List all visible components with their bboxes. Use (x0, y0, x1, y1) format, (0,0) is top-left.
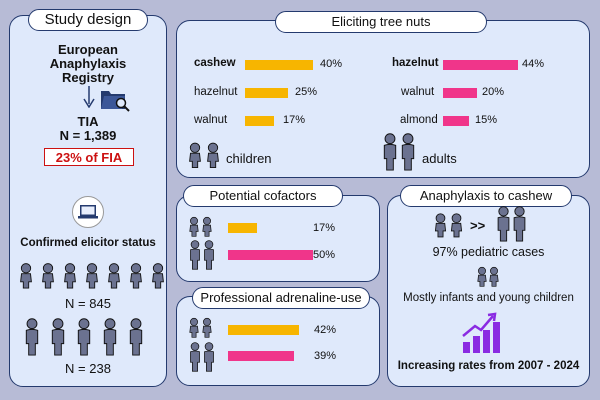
fia-share-badge: 23% of FIA (44, 148, 134, 166)
value-label: 44% (522, 58, 545, 70)
bar-adrenaline-children (228, 325, 300, 335)
nut-label: cashew (194, 57, 236, 69)
adrenaline-panel (176, 296, 380, 386)
value-label: 42% (314, 324, 337, 336)
adult-icon (126, 318, 146, 356)
nut-label: almond (400, 114, 438, 126)
registry-line-1: European (58, 42, 118, 57)
bar-adults-almond (443, 116, 469, 126)
nut-label: hazelnut (392, 57, 439, 69)
child-icon (127, 262, 145, 289)
value-label: 39% (314, 350, 337, 362)
children-count: N = 845 (65, 296, 111, 311)
child-icon (83, 262, 101, 289)
child-icon (448, 212, 465, 238)
value-label: 20% (482, 86, 505, 98)
confirmed-elicitor-label: Confirmed elicitor status (20, 237, 156, 249)
cofactors-title: Potential cofactors (183, 185, 343, 207)
bar-adults-hazelnut (443, 60, 518, 70)
adult-icon (201, 342, 217, 372)
child-icon (187, 317, 201, 338)
child-icon (105, 262, 123, 289)
registry-line-3: Registry (61, 70, 115, 85)
adult-icon (201, 240, 217, 270)
tia-label: TIA (77, 114, 99, 129)
adults-legend: adults (422, 151, 457, 166)
child-icon (17, 262, 35, 289)
cashew-title: Anaphylaxis to cashew (400, 185, 572, 207)
cashew-panel (387, 195, 590, 387)
bar-adults-walnut (443, 88, 477, 98)
child-icon (487, 266, 501, 287)
nut-label: hazelnut (194, 86, 238, 98)
bar-children-cashew (245, 60, 313, 70)
tia-count: N = 1,389 (59, 128, 117, 143)
increasing-rates-text: Increasing rates from 2007 - 2024 (397, 360, 580, 372)
pediatric-cases-text: 97% pediatric cases (432, 245, 545, 259)
adult-icon (510, 206, 529, 242)
bar-cofactor-children (228, 223, 257, 233)
rising-bar-chart-icon (462, 312, 500, 353)
value-label: 15% (475, 114, 498, 126)
adult-icon (74, 318, 94, 356)
value-label: 17% (283, 114, 306, 126)
tree-nuts-panel (176, 20, 590, 178)
child-icon (39, 262, 57, 289)
value-label: 25% (295, 86, 318, 98)
adult-icon (22, 318, 42, 356)
value-label: 17% (313, 222, 336, 234)
bar-adrenaline-adults (228, 351, 295, 361)
folder-search-icon (101, 91, 130, 112)
adults-count: N = 238 (65, 361, 111, 376)
adult-icon (380, 133, 400, 171)
tree-nuts-title: Eliciting tree nuts (275, 11, 487, 33)
study-design-title: Study design (28, 9, 148, 31)
child-icon (186, 141, 204, 169)
adult-icon (100, 318, 120, 356)
bar-children-walnut (245, 116, 274, 126)
nut-label: walnut (401, 86, 435, 98)
adult-icon (398, 133, 418, 171)
child-icon (200, 317, 214, 338)
adrenaline-title: Professional adrenaline-use (192, 287, 370, 309)
children-legend: children (226, 151, 272, 166)
child-icon (149, 262, 167, 289)
child-icon (61, 262, 79, 289)
value-label: 50% (313, 249, 336, 261)
bar-children-hazelnut (245, 88, 288, 98)
value-label: 40% (320, 58, 343, 70)
child-icon (187, 216, 201, 237)
nut-label: walnut (194, 114, 228, 126)
child-icon (432, 212, 449, 238)
greater-than-sign: >> (470, 218, 486, 233)
child-icon (204, 141, 222, 169)
laptop-icon (72, 196, 104, 228)
bar-cofactor-adults (228, 250, 313, 260)
child-icon (200, 216, 214, 237)
infants-text: Mostly infants and young children (403, 292, 574, 304)
adult-icon (48, 318, 68, 356)
down-arrow-icon (83, 86, 95, 108)
registry-line-2: Anaphylaxis (49, 56, 127, 71)
